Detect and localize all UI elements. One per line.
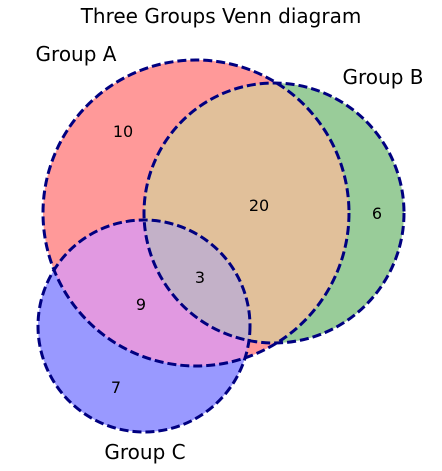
region-ab-count: 20 — [249, 196, 269, 215]
diagram-title: Three Groups Venn diagram — [80, 4, 362, 28]
region-ac-count: 9 — [136, 295, 146, 314]
group-b-outline — [142, 81, 406, 345]
region-a-only-count: 10 — [113, 122, 133, 141]
group-c-outline — [36, 218, 252, 434]
region-c-only-count: 7 — [111, 378, 121, 397]
region-b-only-count: 6 — [372, 204, 382, 223]
group-a-outline — [41, 58, 351, 368]
region-abc-count: 3 — [195, 268, 205, 287]
group-b-label: Group B — [343, 65, 424, 89]
overlap-abc — [144, 220, 250, 343]
group-c-label: Group C — [104, 440, 185, 464]
group-a-label: Group A — [36, 42, 117, 66]
